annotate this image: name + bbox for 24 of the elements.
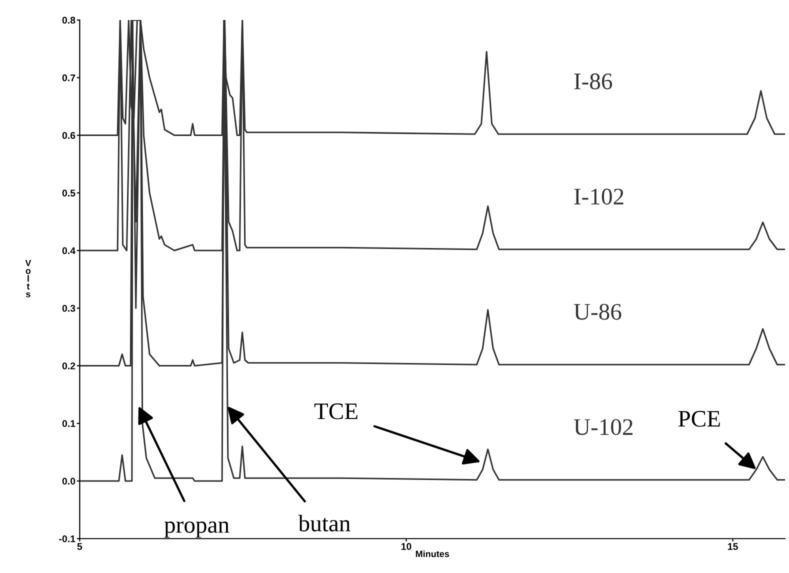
series-label: I-102 xyxy=(574,188,624,205)
y-tick-label: -0.1 xyxy=(59,535,76,542)
y-tick-label: 0.6 xyxy=(62,132,76,139)
x-tick-label: 15 xyxy=(728,543,738,550)
series-label: I-86 xyxy=(574,73,612,90)
annotation: PCE xyxy=(678,410,720,427)
x-tick-label: 5 xyxy=(77,543,82,550)
y-tick-label: 0.1 xyxy=(62,420,76,427)
y-tick-label: 0.5 xyxy=(62,190,76,197)
y-tick-label: 0.2 xyxy=(62,362,76,370)
y-axis-title: Volts xyxy=(25,260,32,298)
x-tick-label: 10 xyxy=(401,543,412,550)
annotation: butan xyxy=(298,514,350,532)
y-tick-label: 0.4 xyxy=(62,247,76,254)
annotation: propan xyxy=(164,521,230,538)
series-label: U-102 xyxy=(574,419,632,436)
line-series xyxy=(80,20,786,482)
y-tick-label: 0.3 xyxy=(62,304,76,312)
series-label: U-86 xyxy=(574,304,622,320)
y-tick-label: 0.8 xyxy=(62,16,76,24)
annotation: TCE xyxy=(314,403,358,420)
y-tick-label: 0.7 xyxy=(62,74,76,82)
x-axis-title: Minutes xyxy=(416,550,450,558)
y-tick-label: 0.0 xyxy=(62,478,76,485)
